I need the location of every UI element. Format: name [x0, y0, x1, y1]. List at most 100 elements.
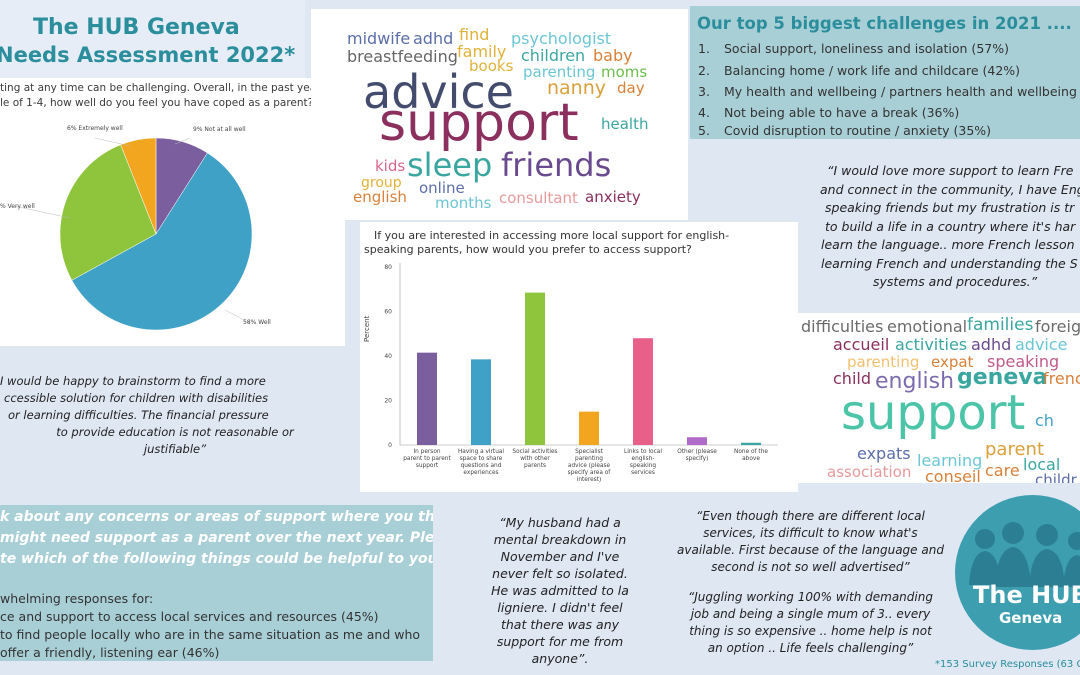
challenge-item: 1. Social support, loneliness and isolati… — [698, 41, 1009, 56]
bar-chart-bar — [579, 411, 599, 445]
quote-line: to provide education is not reasonable o… — [56, 425, 294, 439]
quote-line: available. First because of the language… — [677, 543, 944, 557]
quote-french: “I would love more support to learn Fre … — [815, 162, 1080, 292]
challenge-number: 3. — [698, 84, 710, 99]
wordcloud-bottom: difficulties emotional families foreig a… — [797, 313, 1080, 483]
quote-line: mental breakdown in — [493, 532, 627, 547]
bar-chart-ytick: 0 — [388, 442, 392, 449]
wc1-word: breastfeeding — [347, 47, 458, 66]
pie-label-not-at-all: 9% Not at all well — [193, 126, 246, 133]
bar-chart-bar — [741, 442, 761, 445]
bar-chart-category-label: parenting — [575, 456, 603, 462]
wc2-word: frenc — [1043, 369, 1080, 388]
pie-question-line1: ting at any time can be challenging. Ove… — [0, 82, 324, 94]
quote-line: “Juggling working 100% with demanding — [688, 590, 933, 604]
wc1-word: advice — [363, 65, 514, 119]
quote-line: that there was any — [500, 617, 620, 632]
wc2-word: activities — [895, 335, 968, 354]
hub-logo: The HUB Geneva — [955, 495, 1080, 650]
page-title: The HUB Geneva — [33, 15, 240, 40]
wc1-word: nanny — [547, 77, 607, 99]
wc1-word: children — [521, 46, 586, 65]
quote-line: “I would love more support to learn Fre — [827, 163, 1074, 178]
quote-line: speaking friends but my frustration is t… — [825, 200, 1075, 215]
wc2-word: accueil — [833, 335, 890, 354]
page-subtitle: Needs Assessment 2022* — [0, 43, 296, 67]
pie-label-very: % Very well — [0, 203, 35, 210]
bar-chart-category-label: interest) — [577, 477, 602, 483]
bar-chart-bar — [471, 359, 491, 445]
quote-line: never felt so isolated. — [492, 566, 628, 581]
challenges-panel: Our top 5 biggest challenges in 2021 ...… — [690, 6, 1080, 139]
footnote: *153 Survey Responses (63 C — [935, 659, 1080, 670]
bar-chart-category-label: with other — [520, 456, 550, 462]
quote-line: second is not so well advertised” — [711, 560, 910, 574]
bar-chart-category-label: experiences — [463, 470, 498, 476]
wc2-word: conseil — [925, 467, 981, 484]
bar-chart-category-label: support — [416, 463, 439, 469]
coping-pie-panel: ting at any time can be challenging. Ove… — [0, 78, 345, 346]
concerns-response-line2: ce and support to access local services … — [0, 609, 379, 624]
quote-line: and connect in the community, I have Eng — [820, 181, 1080, 197]
bar-chart-bar — [417, 352, 437, 445]
pie-leader-line — [94, 137, 131, 147]
wc1-word: kids — [375, 157, 406, 175]
pie-leader-line — [13, 205, 71, 219]
wc2-word: parent — [985, 439, 1045, 460]
wc1-word: friends — [501, 146, 612, 184]
wc1-word: online — [419, 179, 465, 197]
quote-line: support for me from — [496, 634, 624, 649]
pie-leader-line — [174, 137, 191, 145]
bar-chart-bar — [687, 437, 707, 445]
bar-chart-category-label: advice (please — [568, 463, 611, 469]
bar-chart-question-line2: speaking parents, how would you prefer t… — [364, 243, 692, 256]
pie-label-well: 58% Well — [243, 319, 271, 326]
wc1-word: consultant — [499, 189, 578, 207]
bar-chart-ytick: 80 — [384, 264, 392, 271]
challenge-number: 2. — [698, 63, 710, 78]
wc2-word: emotional — [887, 317, 968, 336]
quote-services: “Even though there are different local s… — [668, 508, 953, 576]
bar-chart-category-label: parent to parent — [403, 456, 451, 462]
bar-chart-category-label: questions and — [461, 463, 502, 469]
wc1-word: group — [361, 175, 402, 191]
wc1-word: psychologist — [511, 29, 612, 48]
wc1-word: adhd — [413, 29, 454, 48]
bar-chart-category-label: specify area of — [568, 470, 612, 476]
bar-chart-category-label: above — [742, 456, 760, 462]
quote-line: services, its difficult to know what's — [703, 526, 918, 540]
wc2-word: learning — [917, 451, 983, 470]
quote-line: “My husband had a — [499, 515, 621, 530]
bar-chart-category-label: space to share — [460, 456, 503, 462]
concerns-response-line3: to find people locally who are in the sa… — [0, 627, 421, 642]
quote-line: thing is so expensive .. home help is no… — [689, 624, 932, 638]
people-silhouette-icon — [969, 522, 1080, 587]
wc1-word: parenting — [523, 63, 596, 81]
pie-leader-line — [224, 309, 251, 324]
bar-chart-panel: If you are interested in accessing more … — [360, 222, 798, 492]
challenge-item: 5. Covid disruption to routine / anxiety … — [698, 123, 991, 138]
bar-chart-question-line1: If you are interested in accessing more … — [374, 229, 730, 242]
quote-line: November and I've — [500, 549, 620, 564]
wc2-word: parenting — [847, 353, 920, 371]
quote-line: anyone”. — [531, 651, 589, 666]
challenge-text: Not being able to have a break (36%) — [724, 105, 960, 120]
quote-line: an option .. Life feels challenging” — [707, 641, 914, 655]
challenge-item: 2. Balancing home / work life and childca… — [698, 63, 1020, 78]
bar-chart-category-label: Other (please — [677, 449, 717, 455]
wc1-word: baby — [593, 46, 633, 65]
challenge-item: 4. Not being able to have a break (36%) — [698, 105, 959, 120]
bar-chart-category-label: parents — [524, 463, 546, 469]
wordcloud-top: midwife adhd find psychologist breastfee… — [311, 9, 688, 220]
wc2-word: english — [875, 369, 955, 394]
bar-chart-ytick: 20 — [384, 398, 392, 405]
bar-chart-ytick: 60 — [384, 309, 392, 316]
wc2-word: geneva — [957, 365, 1048, 390]
wc1-word: sleep — [407, 146, 493, 184]
wc1-word: family — [457, 42, 507, 61]
pie-slice-very — [59, 144, 157, 281]
wc2-word: child — [833, 369, 871, 388]
challenge-text: Balancing home / work life and childcare… — [724, 63, 1021, 78]
bar-chart-category-label: specify) — [686, 456, 709, 462]
